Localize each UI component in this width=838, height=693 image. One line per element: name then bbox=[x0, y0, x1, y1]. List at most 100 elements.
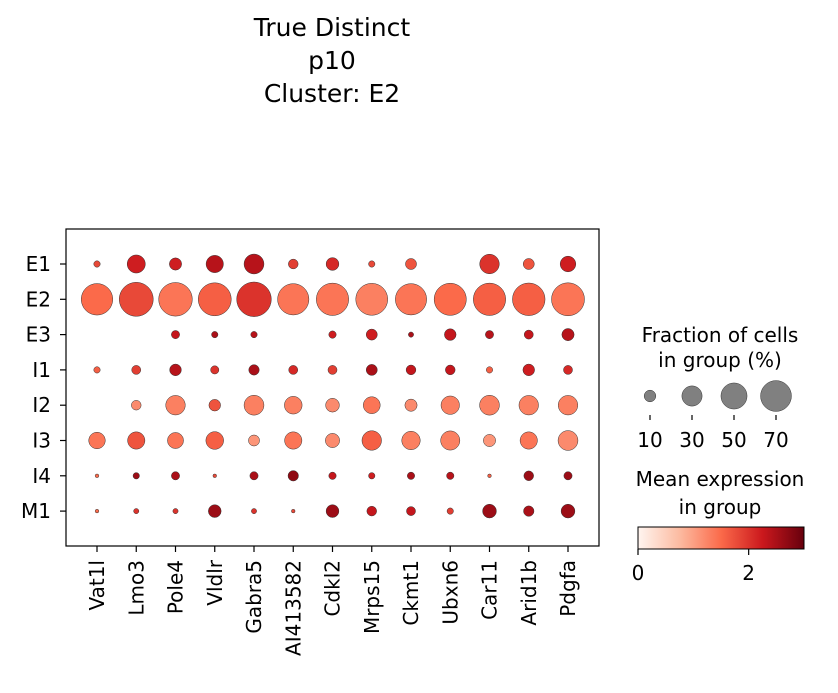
dot-m1-mrps15 bbox=[366, 505, 377, 517]
y-tick-label-i4: I4 bbox=[32, 464, 51, 488]
dot-m1-gabra5 bbox=[251, 508, 257, 514]
dot-e3-car11 bbox=[485, 330, 494, 339]
colorbar-tick-label-0: 0 bbox=[632, 561, 645, 585]
dot-i3-lmo3 bbox=[127, 431, 146, 450]
y-tick-label-i3: I3 bbox=[32, 429, 51, 453]
dot-e2-vldlr bbox=[198, 282, 232, 317]
dot-i2-vldlr bbox=[208, 399, 221, 412]
x-tick-label-vldlr: Vldlr bbox=[203, 559, 227, 605]
dot-e2-ai413582 bbox=[277, 283, 310, 316]
dot-i1-pole4 bbox=[169, 363, 182, 376]
y-tick-label-i2: I2 bbox=[32, 393, 51, 417]
dot-e2-pole4 bbox=[158, 282, 193, 317]
dot-i4-ckmt1 bbox=[407, 471, 415, 480]
dot-e1-vldlr bbox=[205, 255, 224, 273]
dot-i4-ai413582 bbox=[287, 470, 299, 482]
dot-m1-ubxn6 bbox=[446, 507, 454, 515]
y-tick-label-e2: E2 bbox=[26, 287, 51, 311]
dot-e1-mrps15 bbox=[368, 260, 376, 268]
y-tick-label-e1: E1 bbox=[26, 252, 51, 276]
colorbar-tick-label-2: 2 bbox=[742, 561, 755, 585]
dot-i3-ubxn6 bbox=[440, 430, 461, 451]
dot-e3-mrps15 bbox=[365, 328, 378, 341]
color-legend-title-line-1: Mean expression bbox=[636, 467, 805, 491]
dot-i3-pdgfa bbox=[557, 430, 579, 451]
dot-e2-ubxn6 bbox=[433, 282, 467, 316]
dot-e2-lmo3 bbox=[118, 282, 154, 317]
dot-e1-vat1l bbox=[93, 260, 101, 268]
x-tick-label-ckmt1: Ckmt1 bbox=[399, 560, 423, 626]
dot-e2-pdgfa bbox=[551, 282, 585, 317]
dot-i3-mrps15 bbox=[361, 430, 382, 451]
dot-e2-mrps15 bbox=[355, 283, 388, 316]
x-tick-label-ai413582: AI413582 bbox=[281, 560, 305, 656]
x-tick-label-vat1l: Vat1l bbox=[85, 560, 109, 611]
dot-i2-mrps15 bbox=[363, 396, 381, 414]
size-legend-dot-50 bbox=[720, 382, 748, 410]
dot-i3-ckmt1 bbox=[401, 431, 421, 450]
dot-m1-pole4 bbox=[172, 508, 179, 514]
dot-i4-car11 bbox=[487, 473, 492, 478]
size-legend-title-line-1: Fraction of cells bbox=[642, 323, 799, 347]
y-tick-label-m1: M1 bbox=[21, 499, 51, 523]
size-legend-dot-70 bbox=[760, 380, 792, 412]
dot-i3-ai413582 bbox=[284, 431, 303, 450]
dot-m1-vat1l bbox=[94, 509, 100, 514]
dot-i1-mrps15 bbox=[365, 364, 378, 376]
dot-i2-arid1b bbox=[518, 395, 539, 416]
dot-m1-car11 bbox=[482, 503, 497, 519]
x-tick-label-pdgfa: Pdgfa bbox=[556, 560, 580, 617]
dot-e1-pdgfa bbox=[559, 255, 577, 273]
dot-m1-lmo3 bbox=[133, 508, 140, 514]
dot-i2-ckmt1 bbox=[404, 398, 418, 412]
dot-e2-arid1b bbox=[512, 282, 546, 316]
dot-i1-pdgfa bbox=[563, 365, 573, 375]
x-tick-label-arid1b: Arid1b bbox=[517, 560, 541, 626]
title-line-2: p10 bbox=[308, 46, 356, 75]
dot-e3-cdkl2 bbox=[328, 330, 337, 339]
dot-e2-vat1l bbox=[80, 283, 114, 316]
dot-i4-vat1l bbox=[94, 473, 100, 478]
dot-m1-pdgfa bbox=[560, 503, 576, 519]
dot-i1-lmo3 bbox=[131, 365, 142, 375]
dot-e1-lmo3 bbox=[126, 254, 146, 274]
dot-e2-gabra5 bbox=[236, 281, 272, 317]
x-tick-label-lmo3: Lmo3 bbox=[124, 560, 148, 616]
dot-e1-gabra5 bbox=[243, 253, 265, 275]
dot-e3-arid1b bbox=[523, 329, 534, 340]
dot-i1-cdkl2 bbox=[327, 365, 338, 375]
dot-i4-pole4 bbox=[171, 471, 180, 481]
size-legend-label-10: 10 bbox=[637, 428, 662, 452]
size-legend-label-30: 30 bbox=[679, 428, 704, 452]
x-tick-label-mrps15: Mrps15 bbox=[360, 560, 384, 634]
dot-i4-mrps15 bbox=[368, 472, 376, 480]
dot-e1-ckmt1 bbox=[405, 258, 417, 270]
dot-e1-car11 bbox=[479, 253, 500, 275]
size-legend-label-50: 50 bbox=[721, 428, 746, 452]
dot-i3-pole4 bbox=[167, 432, 184, 449]
size-legend-title-line-2: in group (%) bbox=[658, 348, 782, 372]
y-tick-label-e3: E3 bbox=[26, 323, 51, 347]
dot-e1-ai413582 bbox=[288, 258, 299, 270]
dot-i3-arid1b bbox=[519, 431, 538, 450]
plot-frame bbox=[65, 228, 600, 547]
dot-e1-cdkl2 bbox=[325, 257, 340, 271]
x-tick-label-pole4: Pole4 bbox=[164, 560, 188, 614]
dot-i2-pdgfa bbox=[557, 395, 579, 416]
dot-i1-vldlr bbox=[210, 365, 220, 375]
dot-m1-ai413582 bbox=[291, 509, 296, 514]
dot-e1-pole4 bbox=[169, 257, 182, 271]
dot-i1-ckmt1 bbox=[405, 364, 417, 376]
dot-i4-gabra5 bbox=[249, 471, 259, 481]
dot-i4-lmo3 bbox=[132, 472, 140, 480]
y-tick-label-i1: I1 bbox=[32, 358, 51, 382]
dot-i2-gabra5 bbox=[243, 395, 265, 416]
size-legend-dot-30 bbox=[681, 385, 703, 407]
dot-i4-pdgfa bbox=[563, 471, 573, 481]
x-tick-label-car11: Car11 bbox=[478, 560, 502, 620]
colorbar bbox=[637, 526, 805, 550]
dot-i1-ubxn6 bbox=[445, 364, 456, 376]
dot-e2-ckmt1 bbox=[395, 283, 427, 316]
